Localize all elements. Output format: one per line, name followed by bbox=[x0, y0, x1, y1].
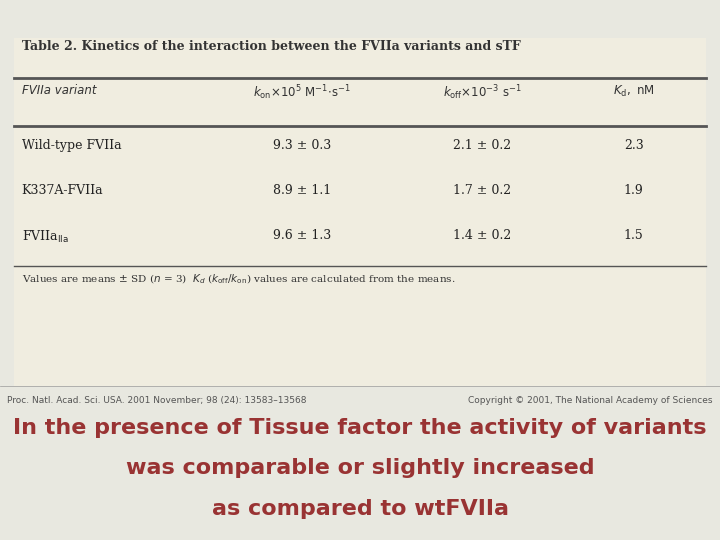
Text: 8.9 ± 1.1: 8.9 ± 1.1 bbox=[274, 184, 331, 197]
Text: 1.4 ± 0.2: 1.4 ± 0.2 bbox=[454, 229, 511, 242]
Text: 1.7 ± 0.2: 1.7 ± 0.2 bbox=[454, 184, 511, 197]
FancyBboxPatch shape bbox=[14, 38, 706, 386]
Text: FVIIa$_{\rm IIa}$: FVIIa$_{\rm IIa}$ bbox=[22, 229, 68, 245]
Text: $k_{\rm off}$$ \times 10^{-3}\ {\rm s}^{-1}$: $k_{\rm off}$$ \times 10^{-3}\ {\rm s}^{… bbox=[443, 84, 522, 103]
Text: as compared to wtFVIIa: as compared to wtFVIIa bbox=[212, 499, 508, 519]
Text: 1.5: 1.5 bbox=[624, 229, 644, 242]
Text: 1.9: 1.9 bbox=[624, 184, 644, 197]
Text: was comparable or slightly increased: was comparable or slightly increased bbox=[126, 458, 594, 478]
Text: Table 2. Kinetics of the interaction between the FVIIa variants and sTF: Table 2. Kinetics of the interaction bet… bbox=[22, 40, 521, 53]
Text: Wild-type FVIIa: Wild-type FVIIa bbox=[22, 139, 121, 152]
Text: Values are means $\pm$ SD ($n$ = 3)  $K_d$ ($k_{\rm off}/k_{\rm on}$) values are: Values are means $\pm$ SD ($n$ = 3) $K_d… bbox=[22, 272, 455, 286]
Text: $k_{\rm on}$$ \times 10^5\ {\rm M}^{-1}{\cdot}{\rm s}^{-1}$: $k_{\rm on}$$ \times 10^5\ {\rm M}^{-1}{… bbox=[253, 84, 351, 103]
Text: K337A-FVIIa: K337A-FVIIa bbox=[22, 184, 103, 197]
Text: FVIIa variant: FVIIa variant bbox=[22, 84, 96, 97]
Text: Copyright © 2001, The National Academy of Sciences: Copyright © 2001, The National Academy o… bbox=[468, 396, 713, 405]
Text: 9.3 ± 0.3: 9.3 ± 0.3 bbox=[274, 139, 331, 152]
Text: $K_{\rm d}$$,\ {\rm nM}$: $K_{\rm d}$$,\ {\rm nM}$ bbox=[613, 84, 654, 99]
Text: 2.1 ± 0.2: 2.1 ± 0.2 bbox=[454, 139, 511, 152]
Text: 9.6 ± 1.3: 9.6 ± 1.3 bbox=[274, 229, 331, 242]
Text: 2.3: 2.3 bbox=[624, 139, 644, 152]
Text: Proc. Natl. Acad. Sci. USA. 2001 November; 98 (24): 13583–13568: Proc. Natl. Acad. Sci. USA. 2001 Novembe… bbox=[7, 396, 307, 405]
Text: In the presence of Tissue factor the activity of variants: In the presence of Tissue factor the act… bbox=[13, 418, 707, 438]
